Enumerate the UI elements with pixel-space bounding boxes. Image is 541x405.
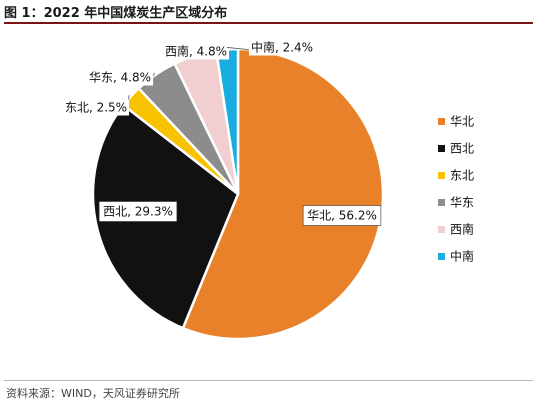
data-label-5: 西南, 4.8% (162, 42, 230, 60)
legend-swatch-3 (438, 172, 445, 179)
legend-swatch-5 (438, 226, 445, 233)
data-label-box-1 (302, 205, 382, 226)
data-label-text-5: 西南, 4.8% (165, 44, 227, 59)
legend-label-2: 西北 (450, 142, 474, 156)
data-label-text-2: 西北, 29.3% (103, 205, 173, 219)
data-label-2: 西北, 29.3% (98, 201, 178, 222)
data-label-4: 华东, 4.8% (86, 69, 154, 86)
data-label-text-4: 华东, 4.8% (89, 71, 151, 85)
data-label-6: 中南, 2.4% (248, 38, 316, 56)
source-note: 资料来源：WIND，天风证券研究所 (6, 387, 180, 400)
legend-label-4: 华东 (450, 196, 474, 210)
data-label-bg-5 (162, 42, 230, 60)
data-label-text-6: 中南, 2.4% (251, 40, 313, 55)
data-label-3: 东北, 2.5% (62, 99, 130, 116)
data-label-1: 华北, 56.2% (302, 205, 382, 226)
legend-label-1: 华北 (450, 115, 474, 129)
data-label-text-3: 东北, 2.5% (65, 101, 127, 115)
source-rule (4, 380, 533, 381)
data-label-bg-6 (248, 38, 316, 56)
data-label-text-1: 华北, 56.2% (307, 209, 377, 223)
legend-swatch-2 (438, 145, 445, 152)
legend-label-5: 西南 (450, 222, 474, 237)
data-labels: 华北, 56.2% 西北, 29.3% 东北, 2.5% 华东, 4.8% 西南, 4.… (62, 38, 382, 226)
chart-title: 2022 年中国煤炭生产区域分布 (43, 6, 228, 21)
data-label-box-2 (98, 201, 178, 222)
legend-label-3: 东北 (450, 169, 474, 183)
pie-slices (91, 47, 385, 341)
data-label-bg-4 (86, 69, 154, 86)
legend-label-6: 中南 (450, 249, 474, 264)
figure-label: 图 1： (4, 6, 44, 21)
legend-swatch-6 (438, 253, 445, 260)
legend-swatch-1 (438, 118, 445, 125)
legend-swatch-4 (438, 199, 445, 206)
title-rule (4, 22, 533, 24)
data-label-bg-3 (62, 99, 130, 116)
pie-chart: 华北, 56.2% 西北, 29.3% 东北, 2.5% 华东, 4.8% 西南, 4.… (62, 38, 474, 341)
figure-title: 图 1：2022 年中国煤炭生产区域分布 (4, 2, 227, 21)
